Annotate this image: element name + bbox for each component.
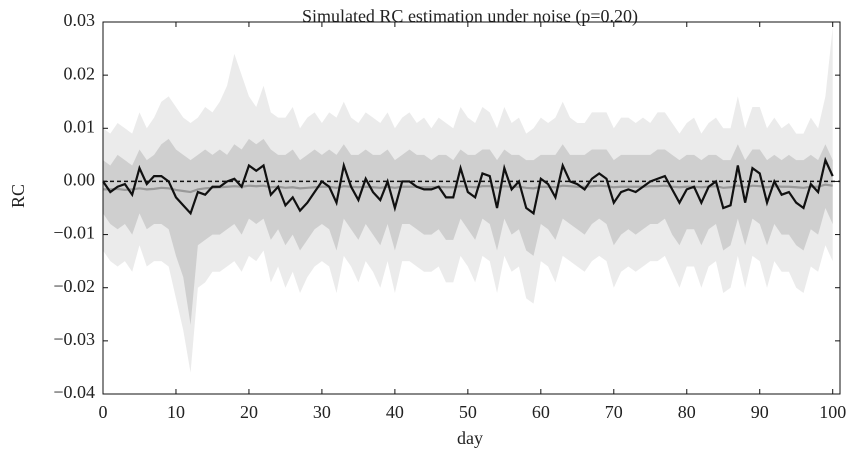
plot-frame xyxy=(102,21,841,395)
y-tick-label: 0.03 xyxy=(64,10,96,30)
y-tick-label: −0.01 xyxy=(53,223,95,243)
x-tick-label: 80 xyxy=(678,402,696,422)
y-tick-label: −0.03 xyxy=(53,329,95,349)
x-tick-label: 100 xyxy=(819,402,846,422)
x-tick-label: 30 xyxy=(313,402,331,422)
y-axis-label: RC xyxy=(8,184,28,208)
x-tick-label: 20 xyxy=(240,402,258,422)
x-tick-label: 0 xyxy=(99,402,108,422)
series-line xyxy=(103,183,833,194)
x-tick-label: 70 xyxy=(605,402,623,422)
x-tick-label: 40 xyxy=(386,402,404,422)
x-tick-label: 90 xyxy=(751,402,769,422)
y-tick-label: 0.02 xyxy=(64,63,96,83)
y-tick-label: 0.00 xyxy=(64,170,96,190)
x-tick-label: 10 xyxy=(167,402,185,422)
x-tick-label: 50 xyxy=(459,402,477,422)
y-tick-label: −0.04 xyxy=(53,382,95,402)
chart-title: Simulated RC estimation under noise (p=0… xyxy=(302,6,638,27)
y-tick-label: −0.02 xyxy=(53,276,95,296)
x-tick-label: 60 xyxy=(532,402,550,422)
x-axis-label: day xyxy=(457,428,483,448)
y-tick-label: 0.01 xyxy=(64,116,96,136)
series-line xyxy=(102,156,834,216)
